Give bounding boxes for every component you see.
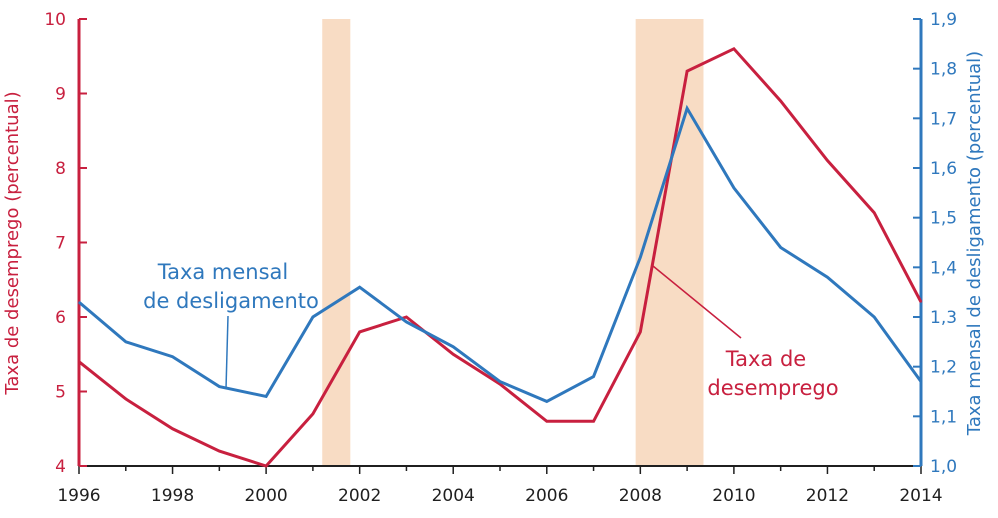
annotation-separation-line-2: de desligamento	[143, 289, 319, 313]
data-point-separation-1998	[171, 356, 174, 358]
data-point-separation-1997	[125, 341, 127, 343]
recession-band-2	[635, 19, 704, 466]
data-point-unemployment-2012	[826, 159, 829, 162]
data-point-separation-2006	[546, 400, 548, 403]
data-point-separation-2008	[639, 256, 641, 258]
x-tick-label-2008: 2008	[619, 486, 662, 506]
y-right-tick-label-1,6: 1,6	[930, 159, 957, 179]
data-point-separation-1999	[218, 385, 220, 388]
x-tick-label-1996: 1996	[57, 486, 100, 506]
data-point-unemployment-2013	[873, 212, 875, 214]
y-right-tick-label-1,5: 1,5	[930, 209, 957, 229]
x-tick-label-2006: 2006	[525, 486, 568, 506]
data-point-unemployment-2001	[312, 413, 314, 415]
y-right-tick-label-1,3: 1,3	[930, 308, 957, 328]
y-left-tick-label-10: 10	[44, 10, 66, 30]
data-point-separation-2001	[312, 316, 314, 318]
data-point-unemployment-2009	[686, 70, 688, 72]
x-tick-label-2010: 2010	[712, 486, 755, 506]
x-tick-label-2002: 2002	[338, 486, 381, 506]
data-point-unemployment-2007	[592, 420, 595, 422]
data-point-separation-2012	[826, 276, 829, 278]
y-right-tick-label-1,0: 1,0	[930, 457, 957, 477]
annotation-separation-line-1: Taxa mensal	[157, 260, 289, 284]
data-point-unemployment-2010	[733, 48, 735, 50]
x-tick-label-1998: 1998	[151, 486, 194, 506]
data-point-separation-2003	[405, 321, 408, 323]
data-point-unemployment-1999	[218, 450, 220, 452]
y-left-tick-label-9: 9	[55, 85, 66, 105]
data-point-unemployment-2014	[920, 301, 922, 303]
data-point-separation-2007	[592, 376, 595, 378]
y-right-tick-label-1,4: 1,4	[930, 258, 957, 278]
recession-band-1	[322, 19, 351, 466]
x-tick-label-2014: 2014	[899, 486, 942, 506]
y-left-tick-label-8: 8	[55, 159, 66, 179]
y-right-tick-label-1,7: 1,7	[930, 109, 957, 129]
x-tick-label-2000: 2000	[244, 486, 287, 506]
data-point-unemployment-2004	[452, 353, 454, 355]
y-right-tick-label-1,2: 1,2	[930, 358, 957, 378]
data-point-separation-2014	[920, 380, 922, 383]
y-right-axis-title: Taxa mensal de desligamento (percentual)	[964, 51, 985, 436]
y-left-tick-label-6: 6	[55, 308, 66, 328]
annotation-unemployment-line-2: desemprego	[707, 376, 838, 400]
data-point-separation-2010	[733, 187, 735, 189]
data-point-separation-2013	[873, 316, 875, 318]
annotation-separation-pointer	[225, 315, 229, 390]
data-point-unemployment-2003	[405, 316, 408, 318]
data-point-separation-2004	[452, 346, 454, 348]
data-point-unemployment-2000	[265, 465, 267, 467]
data-point-separation-2011	[780, 246, 782, 249]
data-point-separation-1996	[78, 301, 80, 303]
data-point-unemployment-1998	[171, 428, 174, 430]
data-point-separation-2009	[686, 107, 688, 109]
data-point-unemployment-1996	[78, 361, 80, 363]
data-point-unemployment-2005	[499, 383, 501, 385]
annotation-unemployment-pointer	[652, 265, 742, 339]
data-point-unemployment-2002	[359, 331, 361, 333]
y-right-tick-label-1,8: 1,8	[930, 60, 957, 80]
data-point-separation-2002	[359, 286, 361, 288]
y-left-tick-label-4: 4	[55, 457, 66, 477]
x-tick-label-2012: 2012	[806, 486, 849, 506]
x-tick-label-2004: 2004	[432, 486, 475, 506]
data-point-unemployment-1997	[125, 398, 127, 400]
y-left-tick-label-7: 7	[55, 234, 66, 254]
annotation-unemployment-line-1: Taxa de	[725, 347, 806, 371]
data-point-separation-2000	[265, 395, 267, 398]
data-point-unemployment-2006	[546, 420, 548, 422]
y-left-axis-title: Taxa de desemprego (percentual)	[2, 91, 23, 395]
data-point-unemployment-2011	[780, 100, 782, 102]
y-left-tick-label-5: 5	[55, 383, 66, 403]
y-right-tick-label-1,9: 1,9	[930, 10, 957, 30]
y-right-tick-label-1,1: 1,1	[930, 407, 957, 427]
data-point-unemployment-2008	[639, 331, 641, 333]
data-point-separation-2005	[499, 380, 501, 383]
